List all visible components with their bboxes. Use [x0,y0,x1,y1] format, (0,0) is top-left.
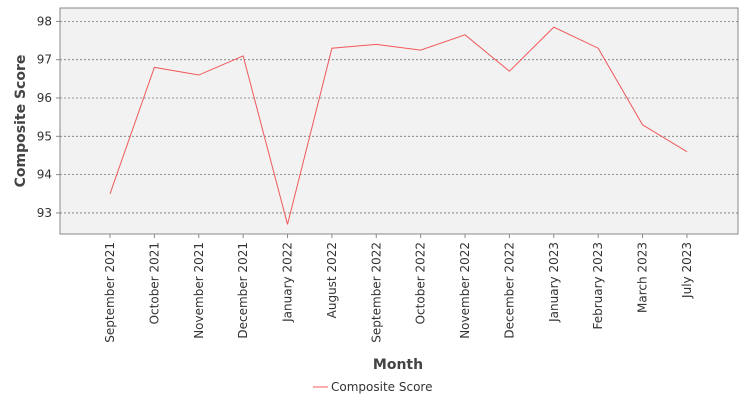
x-tick-label: February 2023 [591,242,605,330]
plot-area [59,7,739,235]
x-tick-label: October 2022 [414,242,428,324]
x-tick-label: October 2021 [147,242,161,324]
y-tick-label: 95 [37,129,52,143]
series-layer [109,26,688,225]
y-axis-title: Composite Score [13,55,29,188]
x-axis-ticks: September 2021 October 2021 November 2021 D… [103,234,694,343]
x-tick-label: March 2023 [636,242,650,313]
grid-layer [60,21,738,214]
series-line-composite-score [109,26,688,225]
y-tick-label: 97 [37,53,52,67]
x-axis-title: Month [373,357,423,373]
legend: Composite Score [313,380,432,394]
y-axis-ticks: 93 94 95 96 97 98 [37,14,60,220]
x-tick-label: September 2022 [369,242,383,343]
y-tick-label: 98 [37,14,52,28]
x-tick-label: January 2023 [547,242,561,323]
y-tick-label: 96 [37,91,52,105]
x-tick-label: December 2022 [502,242,516,339]
x-tick-label: December 2021 [236,242,250,339]
x-tick-label: September 2021 [103,242,117,343]
x-tick-label: November 2021 [192,242,206,339]
y-tick-label: 93 [37,206,52,220]
x-tick-label: July 2023 [680,242,694,299]
x-tick-label: November 2022 [458,242,472,339]
x-tick-label: January 2022 [281,242,295,323]
legend-label: Composite Score [331,380,432,394]
x-tick-label: August 2022 [325,242,339,318]
y-tick-label: 94 [37,168,52,182]
